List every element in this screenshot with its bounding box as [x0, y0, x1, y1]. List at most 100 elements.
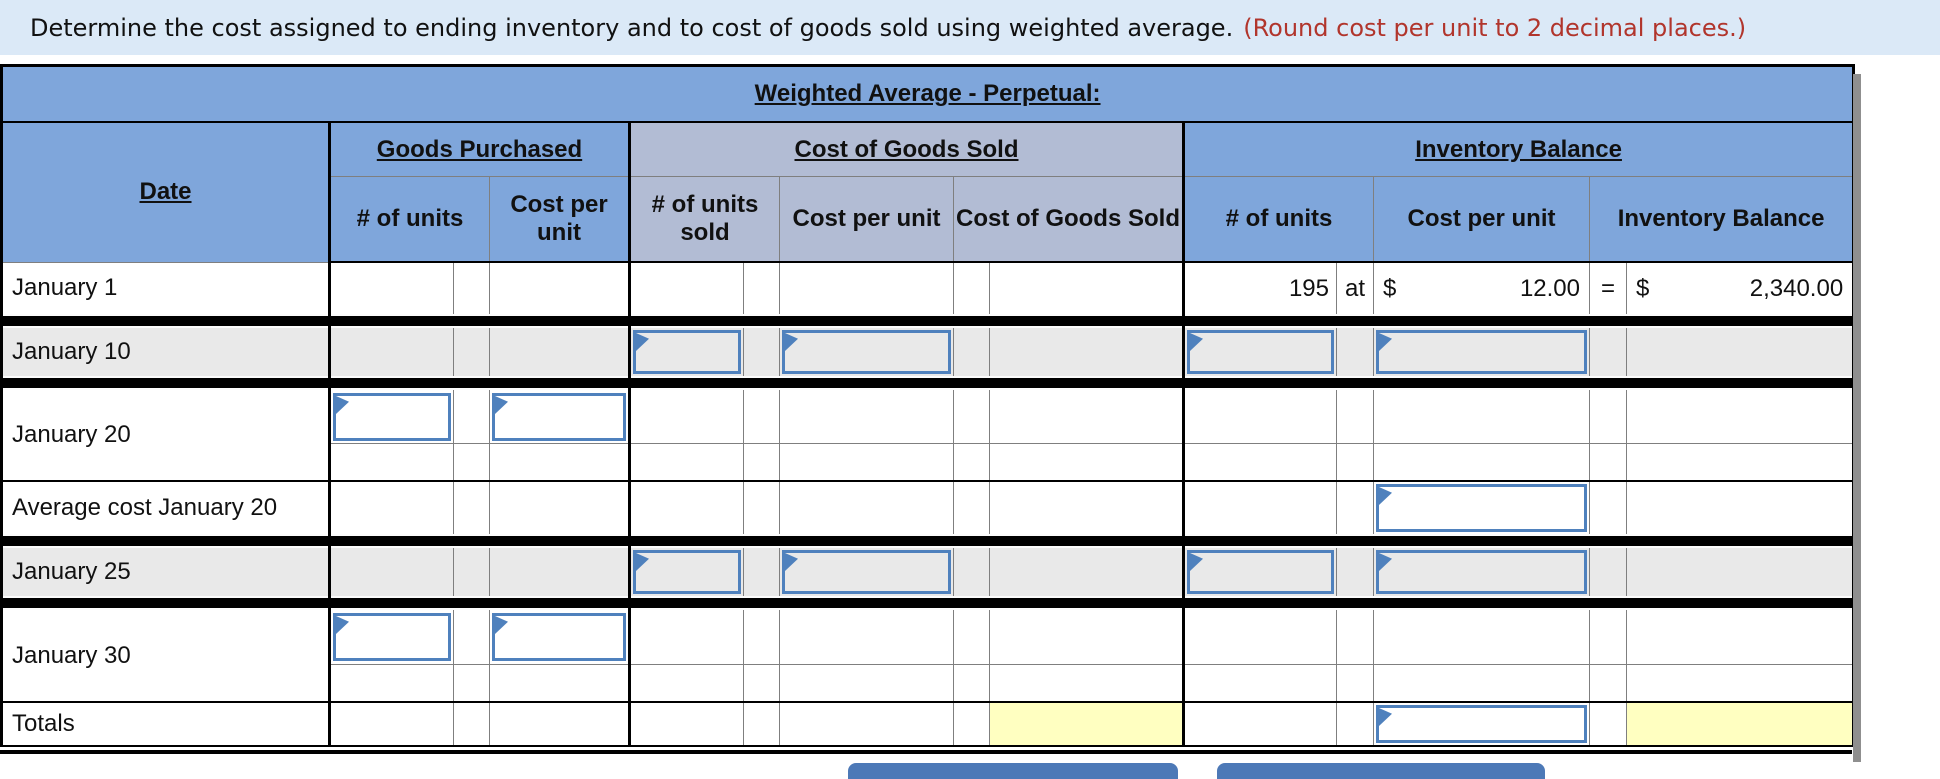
empty-cell	[953, 608, 990, 665]
empty-cell	[1589, 442, 1627, 482]
section-divider	[0, 534, 1855, 548]
cell-marker-icon	[336, 616, 349, 634]
empty-cell	[489, 546, 630, 598]
totals-double-rule	[0, 750, 1852, 754]
empty-cell	[453, 663, 490, 703]
input-jan30-purchased-units[interactable]	[333, 613, 451, 661]
empty-cell	[328, 701, 454, 747]
empty-cell	[489, 480, 630, 536]
input-avg-jan20-cost-per-unit[interactable]	[1376, 484, 1587, 532]
empty-cell	[453, 701, 490, 747]
jan1-ib-balance: $2,340.00	[1625, 261, 1855, 316]
input-jan10-units-sold[interactable]	[633, 330, 741, 374]
input-jan10-ib-cost-per-unit[interactable]	[1376, 330, 1587, 374]
empty-cell	[743, 442, 780, 482]
column-header-gp-units: # of units	[328, 176, 490, 263]
empty-cell	[779, 442, 954, 482]
instruction-banner: Determine the cost assigned to ending in…	[0, 0, 1940, 55]
input-jan30-purchase-cost-per-unit[interactable]	[492, 613, 626, 661]
empty-cell	[1625, 608, 1855, 665]
empty-cell	[953, 480, 990, 536]
cell-marker-icon	[1379, 487, 1392, 505]
row-label-average-cost-january-20: Average cost January 20	[1, 480, 330, 536]
input-jan25-units-sold[interactable]	[633, 550, 741, 594]
empty-cell	[953, 326, 990, 378]
empty-cell	[1336, 480, 1374, 536]
empty-cell	[989, 608, 1184, 665]
empty-cell	[628, 388, 744, 444]
empty-cell	[489, 261, 630, 316]
jan10-units-sold-cell	[628, 326, 744, 378]
empty-cell	[1336, 326, 1374, 378]
row-label-totals: Totals	[1, 701, 330, 747]
empty-cell	[779, 480, 954, 536]
bottom-button-right[interactable]	[1217, 763, 1545, 779]
empty-cell	[989, 261, 1184, 316]
empty-cell	[453, 608, 490, 665]
group-header-inventory-balance: Inventory Balance	[1181, 121, 1855, 177]
empty-cell	[953, 442, 990, 482]
empty-cell	[1589, 701, 1627, 747]
input-jan20-purchase-cost-per-unit[interactable]	[492, 393, 626, 441]
row-label-january-30: January 30	[1, 608, 330, 703]
empty-cell	[628, 261, 744, 316]
input-jan10-ib-units[interactable]	[1187, 330, 1334, 374]
column-header-date: Date	[1, 121, 330, 263]
empty-cell	[489, 442, 630, 482]
empty-cell	[1336, 608, 1374, 665]
empty-cell	[1182, 480, 1337, 536]
empty-cell	[953, 261, 990, 316]
empty-cell	[489, 326, 630, 378]
column-header-gp-cost-per-unit: Cost per unit	[489, 176, 630, 263]
empty-cell	[1589, 608, 1627, 665]
empty-cell	[1589, 326, 1627, 378]
input-jan20-purchased-units[interactable]	[333, 393, 451, 441]
empty-cell	[1589, 480, 1627, 536]
jan30-gp-cost-cell	[489, 608, 630, 665]
empty-cell	[328, 326, 454, 378]
cell-marker-icon	[636, 333, 649, 351]
row-label-january-20: January 20	[1, 388, 330, 482]
cell-marker-icon	[1190, 553, 1203, 571]
input-jan25-cgs-cost-per-unit[interactable]	[782, 550, 951, 594]
empty-cell	[743, 326, 780, 378]
empty-cell	[1182, 608, 1337, 665]
cell-marker-icon	[495, 616, 508, 634]
bottom-button-left[interactable]	[848, 763, 1178, 779]
empty-cell	[779, 663, 954, 703]
totals-inventory-balance-cell	[1625, 701, 1855, 747]
empty-cell	[743, 663, 780, 703]
empty-cell	[1182, 663, 1337, 703]
empty-cell	[743, 480, 780, 536]
empty-cell	[953, 546, 990, 598]
jan25-cgs-cost-cell	[779, 546, 954, 598]
empty-cell	[453, 480, 490, 536]
empty-cell	[453, 388, 490, 444]
empty-cell	[1182, 442, 1337, 482]
cell-marker-icon	[785, 553, 798, 571]
empty-cell	[1625, 546, 1855, 598]
empty-cell	[628, 442, 744, 482]
empty-cell	[989, 480, 1184, 536]
jan20-gp-units-cell	[328, 388, 454, 444]
empty-cell	[989, 546, 1184, 598]
jan1-equals-label: =	[1589, 261, 1627, 316]
empty-cell	[628, 701, 744, 747]
totals-cogs-cell	[989, 701, 1184, 747]
input-jan25-ib-cost-per-unit[interactable]	[1376, 550, 1587, 594]
empty-cell	[989, 326, 1184, 378]
group-header-goods-purchased: Goods Purchased	[328, 121, 630, 177]
input-totals-ib-cost-per-unit[interactable]	[1376, 705, 1587, 743]
input-jan10-cgs-cost-per-unit[interactable]	[782, 330, 951, 374]
jan1-at-label: at	[1336, 261, 1374, 316]
jan25-ib-units-cell	[1182, 546, 1337, 598]
rounding-note: (Round cost per unit to 2 decimal places…	[1243, 13, 1747, 42]
input-jan25-ib-units[interactable]	[1187, 550, 1334, 594]
table-shadow	[1853, 74, 1861, 762]
avg-jan20-ib-cost-cell	[1373, 480, 1590, 536]
column-header-ib-cost-per-unit: Cost per unit	[1373, 176, 1590, 263]
empty-cell	[1336, 442, 1374, 482]
column-header-cgs-cost-per-unit: Cost per unit	[779, 176, 954, 263]
empty-cell	[1625, 442, 1855, 482]
jan30-gp-units-cell	[328, 608, 454, 665]
